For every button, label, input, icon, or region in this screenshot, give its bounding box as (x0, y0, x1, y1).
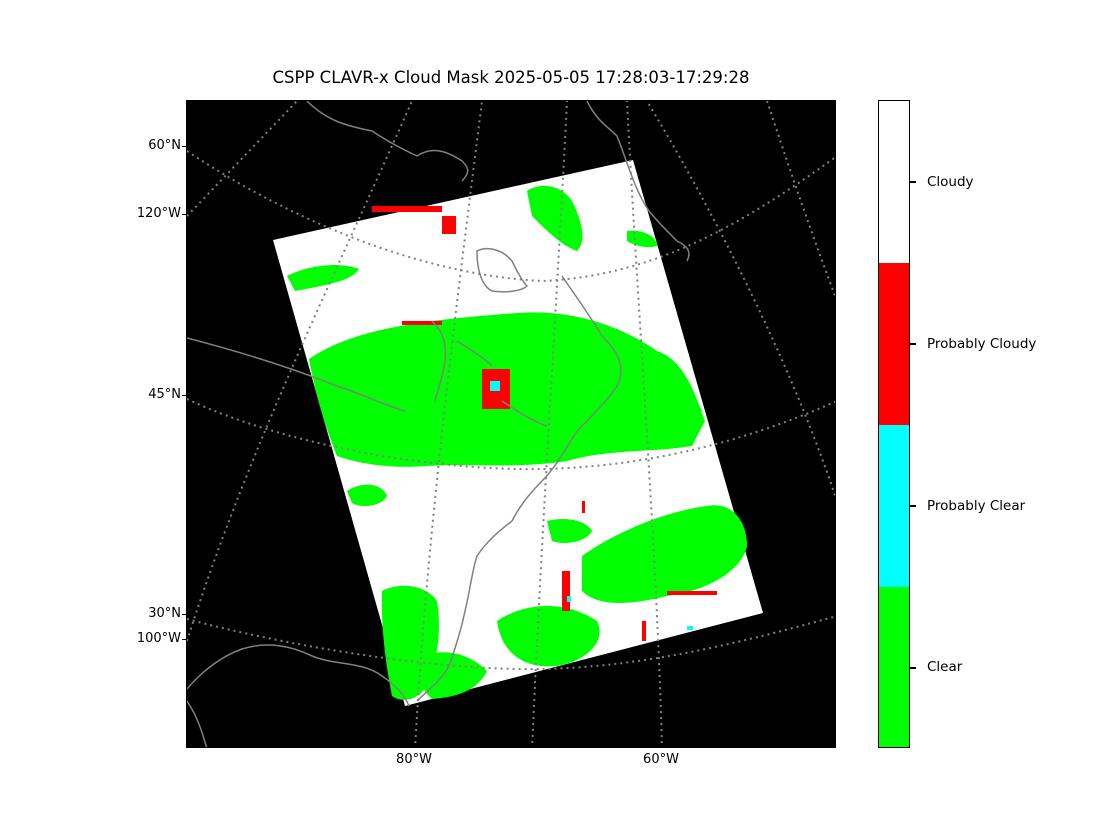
lon-label-80: 80°W (396, 752, 432, 767)
graticule-lon-80 (414, 101, 483, 747)
lon-label-60: 60°W (643, 752, 679, 767)
clear-region-south-mid (547, 519, 592, 543)
clear-region-atlantic (647, 395, 702, 418)
map-panel (186, 100, 836, 748)
cloud-mask-map (187, 101, 835, 747)
probably-clear-regions (490, 381, 693, 630)
colorbar-label-probably-clear: Probably Clear (927, 498, 1026, 514)
clear-region-north-2 (527, 185, 583, 251)
clear-region-south-center (497, 606, 600, 667)
colorbar-segment-probably-cloudy (879, 263, 909, 425)
clear-region-north-1 (287, 265, 359, 291)
graticule-lat-60 (187, 150, 835, 283)
coastline-north (306, 101, 690, 262)
coastline-gulf (187, 644, 410, 707)
colorbar-segment-probably-clear (879, 425, 909, 587)
colorbar-label-cloudy: Cloudy (927, 174, 974, 190)
lon-label-100: 100°W (136, 631, 181, 646)
graticule-lon-40 (766, 101, 835, 299)
tick-lon-100 (182, 639, 186, 640)
tick-lat-60 (182, 146, 186, 147)
colorbar-tick-probably-clear (910, 505, 916, 507)
chart-title: CSPP CLAVR-x Cloud Mask 2025-05-05 17:28… (272, 68, 750, 87)
coastline-mexico (187, 700, 208, 747)
colorbar-tick-probably-cloudy (910, 343, 916, 345)
clear-region-north-3 (627, 230, 657, 248)
colorbar-label-clear: Clear (927, 659, 963, 675)
lat-label-45: 45°N (148, 387, 181, 402)
tick-lon-120 (182, 214, 186, 215)
clear-region-mid-west (347, 484, 387, 507)
coastline-east (511, 275, 622, 522)
lat-label-60: 60°N (148, 138, 181, 153)
tick-lat-30 (182, 614, 186, 615)
coastlines (187, 101, 690, 747)
coastline-great-lakes (431, 320, 548, 427)
colorbar-tick-cloudy (910, 181, 916, 183)
colorbar (878, 100, 910, 748)
graticule-lon-120 (187, 101, 298, 217)
colorbar-segment-cloudy (879, 101, 909, 263)
tick-lat-45 (182, 395, 186, 396)
clear-region-south-east (582, 505, 747, 603)
graticule (187, 101, 835, 747)
clear-region-gulf (415, 652, 487, 699)
lon-label-120: 120°W (136, 206, 181, 221)
colorbar-segment-clear (879, 587, 909, 747)
border-line (187, 337, 406, 412)
coastline-atlantic-south (416, 520, 513, 702)
coastline-hudson (476, 248, 529, 293)
lat-label-30: 30°N (148, 606, 181, 621)
colorbar-label-probably-cloudy: Probably Cloudy (927, 336, 1037, 352)
colorbar-tick-clear (910, 667, 916, 669)
